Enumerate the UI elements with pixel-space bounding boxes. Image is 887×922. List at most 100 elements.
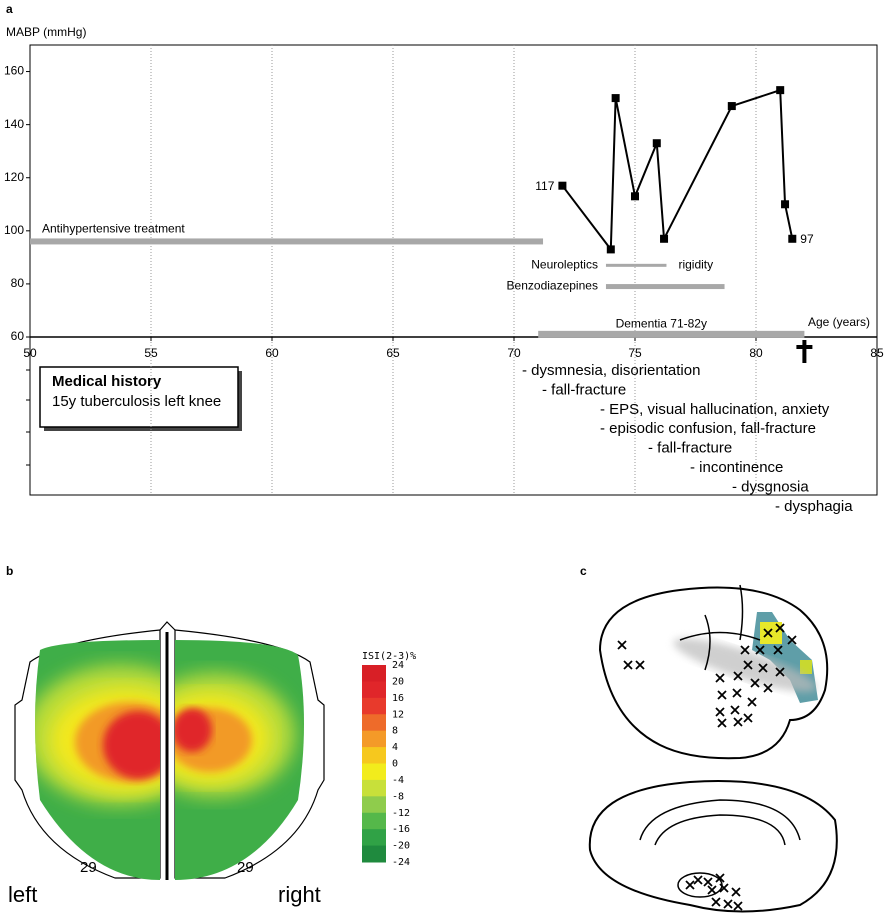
lesion-marks	[617, 623, 797, 911]
x-mark	[715, 873, 725, 883]
period-bar	[30, 238, 544, 245]
colorbar-label: 8	[392, 726, 398, 737]
data-label: 97	[800, 232, 814, 246]
period-bar	[605, 263, 667, 267]
colorbar-label: 24	[392, 660, 404, 671]
marker	[606, 245, 615, 254]
x-mark	[758, 663, 768, 673]
history-box	[39, 366, 239, 428]
x-mark	[717, 690, 727, 700]
colorbar-label: -16	[392, 824, 410, 835]
x-mark	[775, 623, 785, 633]
period-label: Benzodiazepines	[507, 279, 598, 293]
event: - fall-fracture	[542, 381, 626, 398]
x-mark	[703, 877, 713, 887]
sulci	[679, 584, 761, 671]
x-mark	[775, 667, 785, 677]
x-mark	[750, 678, 760, 688]
x-mark	[685, 880, 695, 890]
event: - dysgnosia	[732, 478, 809, 495]
marker	[652, 139, 661, 148]
period-bar	[605, 284, 725, 290]
data-label: 117	[535, 179, 554, 193]
corpus-callosum	[639, 799, 801, 846]
colorbar-label: 0	[392, 759, 398, 770]
x-mark	[773, 645, 783, 655]
electrode-label: 29	[237, 859, 254, 876]
x-mark	[693, 875, 703, 885]
region	[800, 660, 812, 674]
colorbar-cell	[362, 796, 386, 814]
x-mark	[730, 705, 740, 715]
x-tick-label: 80	[749, 346, 763, 360]
x-mark	[711, 897, 721, 907]
y-axis-label: MABP (mmHg)	[6, 25, 86, 39]
x-mark	[740, 645, 750, 655]
mabp-line	[561, 88, 794, 253]
x-mark	[763, 628, 773, 638]
panel-label: c	[580, 564, 587, 578]
period-bar	[538, 330, 805, 338]
y-tick-label: 60	[11, 329, 25, 343]
x-tick-label: 55	[144, 346, 158, 360]
colorbar-title: ISI(2-3)%	[362, 651, 416, 662]
x-mark	[723, 899, 733, 909]
colorbar-label: 4	[392, 742, 398, 753]
y-tick-label: 100	[4, 223, 24, 237]
marker	[781, 200, 790, 209]
x-tick-label: 70	[507, 346, 521, 360]
marker	[776, 86, 785, 95]
colorbar-cell	[362, 845, 386, 863]
colorbar-cell	[362, 681, 386, 699]
event: - fall-fracture	[648, 440, 732, 457]
x-tick-label: 50	[23, 346, 37, 360]
plot-frame	[29, 44, 878, 496]
x-mark	[731, 887, 741, 897]
x-mark	[717, 718, 727, 728]
x-mark	[719, 883, 729, 893]
x-mark	[733, 901, 743, 911]
marker	[788, 234, 797, 243]
x-mark	[787, 635, 797, 645]
colorbar-cell	[362, 812, 386, 830]
colorbar-cell	[362, 829, 386, 847]
marker	[660, 234, 669, 243]
event: - dysmnesia, disorientation	[522, 362, 700, 379]
x-tick-label: 60	[265, 346, 279, 360]
x-tick-label: 75	[628, 346, 642, 360]
period-label: Neuroleptics	[531, 257, 598, 271]
x-mark	[743, 713, 753, 723]
colorbar-label: -12	[392, 808, 410, 819]
event: - incontinence	[690, 459, 783, 476]
marker	[727, 102, 736, 111]
marker	[611, 94, 620, 103]
marker	[631, 192, 639, 201]
x-mark	[743, 660, 753, 670]
colorbar-label: -20	[392, 841, 410, 852]
x-mark	[623, 660, 633, 670]
x-mark	[733, 717, 743, 727]
y-tick-label: 120	[4, 170, 24, 184]
colorbar-cell	[362, 779, 386, 797]
x-mark	[715, 673, 725, 683]
side-label: right	[278, 882, 321, 907]
history-text: 15y tuberculosis left knee	[52, 393, 221, 410]
colorbar-cell	[362, 747, 386, 764]
colorbar-label: -8	[392, 791, 404, 802]
side-label: left	[8, 882, 37, 907]
x-tick-label: 85	[870, 346, 884, 360]
period-label: Antihypertensive treatment	[42, 222, 185, 236]
colorbar-cell	[362, 730, 386, 748]
x-mark	[707, 885, 717, 895]
event: - episodic confusion, fall-fracture	[600, 420, 816, 437]
x-mark	[755, 645, 765, 655]
y-tick-label: 140	[4, 117, 24, 131]
death-cross	[796, 340, 813, 363]
electrode-label: 29	[80, 859, 97, 876]
x-mark	[715, 707, 725, 717]
y-tick-label: 160	[4, 64, 24, 78]
colorbar-cell	[362, 697, 386, 715]
x-mark	[635, 660, 645, 670]
event: - EPS, visual hallucination, anxiety	[600, 401, 830, 418]
